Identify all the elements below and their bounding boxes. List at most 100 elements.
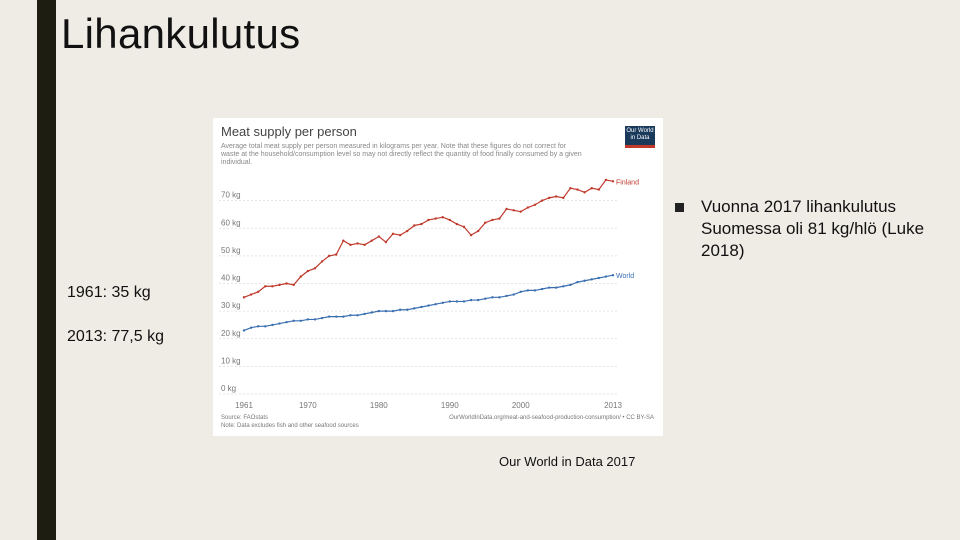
x-tick-label: 1970	[299, 401, 317, 410]
series-line-finland	[243, 179, 614, 298]
data-point-finland	[370, 239, 373, 242]
data-point-world	[462, 300, 466, 303]
data-point-world	[370, 311, 373, 314]
data-point-finland	[384, 240, 388, 244]
data-point-finland	[398, 233, 402, 237]
data-point-world	[306, 318, 310, 321]
data-point-finland	[363, 243, 366, 247]
left-accent-bar	[37, 0, 56, 540]
data-point-world	[292, 319, 295, 322]
data-point-finland	[306, 269, 310, 273]
data-point-world	[271, 323, 274, 327]
data-point-world	[469, 298, 473, 302]
data-point-finland	[413, 224, 416, 227]
y-tick-label: 40 kg	[221, 274, 241, 283]
data-point-finland	[583, 191, 586, 194]
data-point-finland	[597, 188, 601, 191]
data-point-world	[420, 305, 423, 309]
data-point-finland	[462, 225, 466, 229]
note-1961: 1961: 35 kg	[67, 284, 151, 301]
data-point-finland	[505, 207, 508, 211]
data-point-world	[320, 316, 324, 320]
chart-subtitle-line-3: individual.	[221, 159, 252, 166]
data-point-world	[264, 325, 267, 328]
data-point-world	[505, 294, 508, 298]
data-point-world	[356, 314, 359, 317]
data-point-finland	[377, 235, 381, 238]
data-point-finland	[562, 196, 565, 200]
note-2013: 2013: 77,5 kg	[67, 328, 164, 345]
data-point-finland	[526, 206, 530, 209]
data-point-world	[285, 320, 288, 324]
data-point-finland	[576, 188, 579, 191]
series-label-world: World	[616, 273, 634, 280]
data-point-world	[413, 307, 416, 310]
data-point-finland	[498, 217, 501, 220]
y-tick-label: 10 kg	[221, 356, 241, 365]
data-point-world	[512, 293, 515, 296]
chart-url: OurWorldInData.org/meat-and-seafood-prod…	[449, 415, 654, 421]
data-point-world	[398, 308, 402, 311]
data-point-world	[533, 289, 537, 292]
data-point-finland	[484, 221, 487, 224]
chart-caption: Our World in Data 2017	[499, 454, 636, 469]
data-point-world	[547, 286, 551, 289]
data-point-finland	[242, 296, 246, 299]
x-tick-label: 1980	[370, 401, 388, 410]
slide-title: Lihankulutus	[61, 10, 301, 57]
data-point-world	[384, 309, 388, 313]
data-point-world	[342, 315, 345, 318]
data-point-world	[576, 280, 579, 284]
data-point-world	[597, 276, 601, 280]
data-point-finland	[285, 282, 288, 285]
data-point-finland	[540, 199, 544, 202]
data-point-finland	[491, 218, 494, 222]
data-point-finland	[356, 242, 359, 245]
data-point-finland	[327, 254, 331, 258]
owid-logo-stripe	[625, 145, 655, 148]
data-point-world	[484, 297, 487, 300]
series-label-finland: Finland	[616, 179, 639, 186]
data-point-finland	[476, 229, 480, 233]
data-point-world	[249, 326, 253, 329]
data-point-world	[427, 304, 430, 307]
square-bullet-icon	[675, 203, 684, 212]
data-point-finland	[512, 209, 515, 212]
data-point-world	[313, 318, 317, 321]
data-point-finland	[590, 186, 593, 190]
data-point-finland	[427, 218, 430, 222]
data-point-finland	[420, 222, 423, 226]
x-tick-label: 2013	[604, 401, 622, 410]
data-point-finland	[292, 283, 295, 287]
data-point-finland	[441, 216, 444, 219]
bullet-text: Vuonna 2017 lihankulutus Suomessa oli 81…	[701, 197, 925, 260]
data-point-world	[555, 286, 558, 289]
data-point-finland	[249, 293, 253, 296]
data-point-world	[498, 296, 501, 299]
data-point-finland	[604, 178, 608, 182]
data-point-finland	[533, 203, 537, 206]
chart-title: Meat supply per person	[221, 124, 357, 139]
data-point-world	[256, 325, 260, 328]
data-point-world	[583, 279, 586, 282]
data-point-world	[278, 322, 281, 325]
chart-note: Note: Data excludes fish and other seafo…	[221, 423, 359, 429]
data-point-finland	[434, 217, 437, 220]
y-tick-label: 20 kg	[221, 329, 241, 338]
data-point-finland	[320, 260, 324, 263]
y-tick-label: 60 kg	[221, 218, 241, 227]
chart-svg: Meat supply per person Average total mea…	[219, 124, 654, 429]
data-point-finland	[519, 210, 522, 213]
data-point-world	[349, 314, 352, 317]
owid-logo-line-1: Our World	[626, 128, 654, 134]
data-point-world	[363, 312, 366, 316]
y-tick-label: 30 kg	[221, 301, 241, 310]
data-point-world	[519, 290, 522, 293]
data-point-finland	[611, 180, 615, 183]
data-point-world	[448, 300, 451, 303]
chart-source: Source: FAOstats	[221, 415, 268, 421]
owid-logo-line-2: in Data	[630, 135, 650, 141]
data-point-world	[604, 275, 608, 278]
data-point-world	[391, 309, 395, 313]
x-tick-label: 1990	[441, 401, 459, 410]
